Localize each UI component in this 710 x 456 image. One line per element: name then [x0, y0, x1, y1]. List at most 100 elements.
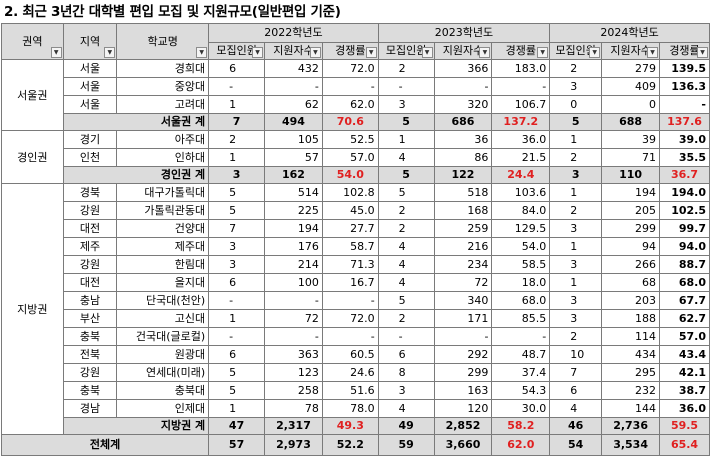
recruit-cell: 2 [377, 201, 435, 220]
ratio-cell: - [321, 327, 379, 346]
applicants-cell: 299 [601, 219, 661, 238]
header-applicants-1[interactable]: 지원자수 ▼ [433, 42, 493, 60]
applicants-cell: 36 [433, 130, 493, 149]
recruit-cell: 1 [208, 148, 266, 167]
ratio-cell: 59.5 [659, 417, 710, 435]
subtotal-row: 경인권 계 3 162 54.0 5 122 24.4 3 110 36.7 [2, 166, 710, 184]
header-ratio-1[interactable]: 경쟁률 ▼ [491, 42, 551, 60]
header-ratio-2[interactable]: 경쟁률 ▼ [659, 42, 710, 60]
header-applicants-0[interactable]: 지원자수 ▼ [264, 42, 323, 60]
table-row: 강원 가톨릭관동대 5 225 45.0 2 168 84.0 2 205 102.5 [2, 201, 710, 220]
ratio-cell: 65.4 [659, 434, 710, 456]
applicants-cell: 234 [433, 255, 493, 274]
ratio-cell: 129.5 [491, 219, 551, 238]
dropdown-arrow-icon[interactable]: ▼ [479, 47, 491, 58]
dropdown-arrow-icon[interactable]: ▼ [421, 47, 433, 58]
dropdown-arrow-icon[interactable]: ▼ [697, 47, 708, 58]
ratio-cell: 24.6 [321, 363, 379, 382]
school-cell: 인제대 [116, 399, 210, 418]
school-cell: 아주대 [116, 130, 210, 149]
dropdown-arrow-icon[interactable]: ▼ [537, 47, 549, 58]
applicants-cell: 292 [433, 345, 493, 364]
subtotal-row: 지방권 계 47 2,317 49.3 49 2,852 58.2 46 2,736 59.5 [2, 417, 710, 435]
header-year-2023: 2023학년도 [377, 23, 551, 43]
recruit-cell: 7 [549, 363, 603, 382]
recruit-cell: 5 [377, 183, 435, 202]
recruit-cell: 1 [377, 130, 435, 149]
dropdown-arrow-icon[interactable]: ▼ [104, 47, 116, 58]
applicants-cell: 409 [601, 77, 661, 96]
ratio-cell: 57.0 [659, 327, 710, 346]
dropdown-arrow-icon[interactable]: ▼ [309, 47, 321, 58]
header-applicants-2[interactable]: 지원자수 ▼ [601, 42, 661, 60]
dropdown-arrow-icon[interactable]: ▼ [647, 47, 659, 58]
header-recruit-2[interactable]: 모집인원 ▼ [549, 42, 603, 60]
ratio-cell: 37.4 [491, 363, 551, 382]
ratio-cell: 49.3 [321, 417, 379, 435]
applicants-cell: - [264, 77, 323, 96]
applicants-cell: 686 [433, 113, 493, 131]
ratio-cell: 103.6 [491, 183, 551, 202]
school-cell: 건양대 [116, 219, 210, 238]
ratio-cell: - [321, 77, 379, 96]
applicants-cell: 123 [264, 363, 323, 382]
region-group-cell: 지방권 [1, 183, 64, 435]
applicants-cell: 514 [264, 183, 323, 202]
header-school[interactable]: 학교명 ▼ [116, 23, 210, 60]
recruit-cell: 59 [377, 434, 435, 456]
ratio-cell: 58.7 [321, 237, 379, 256]
ratio-cell: 58.5 [491, 255, 551, 274]
subtotal-row: 서울권 계 7 494 70.6 5 686 137.2 5 688 137.6 [2, 113, 710, 131]
ratio-cell: 48.7 [491, 345, 551, 364]
dropdown-arrow-icon[interactable]: ▼ [589, 47, 601, 58]
applicants-cell: 232 [601, 381, 661, 400]
header-area[interactable]: 지역 ▼ [62, 23, 118, 60]
ratio-cell: 68.0 [491, 291, 551, 310]
applicants-cell: 2,317 [264, 417, 323, 435]
school-cell: 충북대 [116, 381, 210, 400]
applicants-cell: 39 [601, 130, 661, 149]
recruit-cell: 0 [549, 95, 603, 114]
recruit-cell: 3 [549, 255, 603, 274]
applicants-cell: 194 [601, 183, 661, 202]
recruit-cell: 8 [377, 363, 435, 382]
applicants-cell: 194 [264, 219, 323, 238]
recruit-cell: 4 [377, 148, 435, 167]
applicants-cell: 57 [264, 148, 323, 167]
dropdown-arrow-icon[interactable]: ▼ [196, 47, 208, 58]
dropdown-arrow-icon[interactable]: ▼ [365, 47, 377, 58]
recruit-cell: 3 [377, 381, 435, 400]
ratio-cell: - [321, 291, 379, 310]
header-region-group[interactable]: 권역 ▼ [1, 23, 64, 60]
school-cell: 건국대(글로컬) [116, 327, 210, 346]
ratio-cell: 67.7 [659, 291, 710, 310]
applicants-cell: 114 [601, 327, 661, 346]
recruit-cell: 5 [377, 291, 435, 310]
dropdown-arrow-icon[interactable]: ▼ [50, 47, 62, 58]
ratio-cell: 30.0 [491, 399, 551, 418]
dropdown-arrow-icon[interactable]: ▼ [252, 47, 264, 58]
applicants-cell: 100 [264, 273, 323, 292]
recruit-cell: 54 [549, 434, 603, 456]
subtotal-label: 지방권 계 [62, 417, 210, 435]
header-recruit-0[interactable]: 모집인원 ▼ [208, 42, 266, 60]
area-cell: 충남 [62, 291, 118, 310]
table-row: 강원 연세대(미래) 5 123 24.6 8 299 37.4 7 295 42.1 [2, 363, 710, 382]
applicants-cell: 122 [433, 166, 493, 184]
ratio-cell: 137.6 [659, 113, 710, 131]
applicants-cell: 62 [264, 95, 323, 114]
recruit-cell: 5 [549, 113, 603, 131]
ratio-cell: - [491, 327, 551, 346]
recruit-cell: 6 [208, 273, 266, 292]
ratio-cell: 52.5 [321, 130, 379, 149]
applicants-cell: 340 [433, 291, 493, 310]
header-recruit-1[interactable]: 모집인원 ▼ [377, 42, 435, 60]
school-cell: 고신대 [116, 309, 210, 328]
recruit-cell: 7 [208, 219, 266, 238]
header-ratio-0[interactable]: 경쟁률 ▼ [321, 42, 379, 60]
applicants-cell: 266 [601, 255, 661, 274]
grand-total-row: 전체계 57 2,973 52.2 59 3,660 62.0 54 3,534 65.4 [0, 434, 710, 456]
table-row: 서울 고려대 1 62 62.0 3 320 106.7 0 0- [2, 95, 710, 114]
ratio-cell: 42.1 [659, 363, 710, 382]
applicants-cell: 295 [601, 363, 661, 382]
